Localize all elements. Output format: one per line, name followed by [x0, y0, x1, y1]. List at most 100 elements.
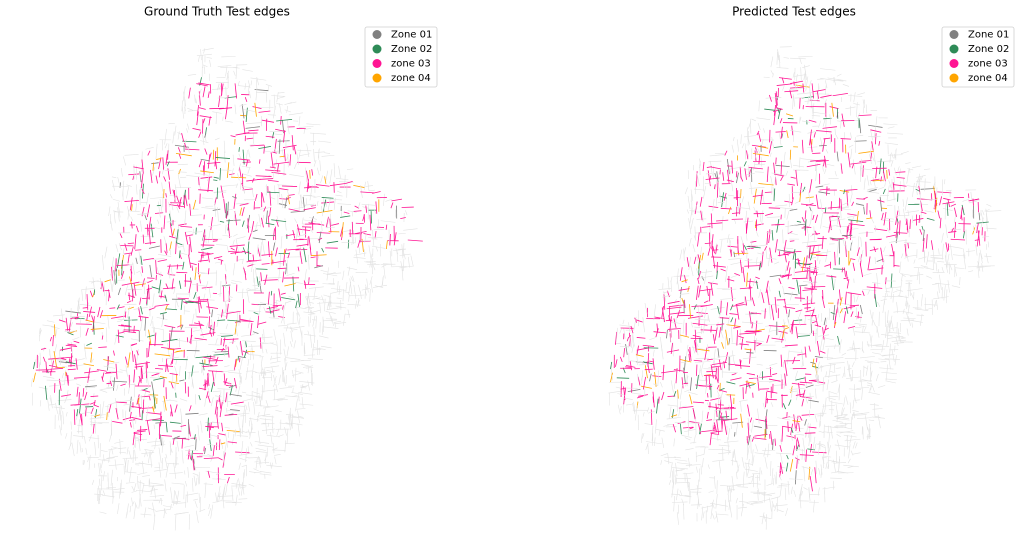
- edge: [894, 354, 897, 366]
- edge: [122, 308, 126, 319]
- edge: [207, 173, 211, 182]
- edge: [793, 489, 797, 498]
- edge: [153, 392, 156, 409]
- edge: [808, 245, 811, 259]
- edge: [257, 456, 261, 468]
- edge: [244, 83, 247, 90]
- edge: [809, 129, 812, 146]
- edge: [210, 397, 214, 407]
- edge: [825, 125, 828, 135]
- edge: [671, 482, 675, 498]
- edge: [237, 416, 240, 428]
- edge: [884, 254, 894, 257]
- edge: [669, 462, 673, 479]
- edge: [326, 240, 339, 244]
- edge: [295, 300, 298, 309]
- edge: [746, 300, 753, 302]
- edge: [194, 500, 198, 508]
- edge: [132, 350, 134, 362]
- edge: [285, 357, 301, 360]
- edge: [769, 305, 771, 320]
- edge: [174, 125, 177, 136]
- edge: [693, 235, 697, 241]
- edge: [247, 85, 250, 96]
- edge: [676, 512, 679, 525]
- edge: [972, 198, 974, 206]
- edge: [874, 228, 888, 232]
- edge: [730, 317, 734, 323]
- edge: [289, 326, 305, 330]
- edge: [251, 220, 255, 233]
- edge: [51, 326, 60, 329]
- edge: [199, 274, 201, 279]
- edge: [310, 368, 313, 385]
- edge: [70, 315, 85, 318]
- edge: [773, 188, 776, 201]
- edge: [227, 346, 230, 358]
- edge: [140, 255, 143, 266]
- edge: [270, 432, 273, 445]
- edge: [39, 329, 42, 337]
- edge: [286, 105, 289, 113]
- edge: [849, 223, 853, 234]
- edge: [81, 414, 83, 425]
- edge: [273, 443, 275, 454]
- edge: [809, 85, 811, 101]
- edge: [673, 391, 677, 397]
- edge: [738, 399, 748, 402]
- edge: [788, 286, 795, 290]
- edge: [265, 84, 273, 87]
- edge: [241, 206, 245, 217]
- edge: [692, 244, 696, 253]
- edge: [699, 385, 713, 387]
- edge: [141, 483, 145, 494]
- edge: [790, 486, 793, 494]
- edge: [814, 444, 816, 450]
- edge: [926, 275, 933, 279]
- edge: [223, 381, 232, 385]
- edge: [730, 377, 742, 381]
- edge: [728, 404, 731, 411]
- edge: [337, 281, 339, 292]
- edge: [181, 132, 185, 142]
- edge: [270, 355, 273, 361]
- edge: [355, 249, 359, 264]
- edge: [794, 297, 805, 299]
- edge: [227, 410, 240, 412]
- edge: [103, 454, 105, 462]
- edge: [235, 202, 250, 205]
- edge: [90, 401, 96, 405]
- edge: [716, 384, 720, 390]
- edge: [323, 197, 325, 212]
- edge: [744, 468, 758, 472]
- edge: [374, 285, 384, 288]
- edge: [932, 258, 934, 270]
- edge: [186, 175, 200, 178]
- edge: [946, 202, 949, 216]
- edge: [245, 367, 249, 380]
- edge: [805, 76, 809, 92]
- edge: [811, 412, 827, 415]
- edge: [868, 267, 884, 271]
- edge: [725, 336, 727, 349]
- edge: [81, 289, 84, 302]
- edge: [165, 193, 167, 198]
- edge: [818, 440, 821, 455]
- edge: [106, 455, 119, 459]
- edge: [816, 327, 818, 341]
- edge: [707, 344, 709, 352]
- edge: [270, 260, 286, 264]
- edge: [693, 304, 697, 310]
- edge: [205, 281, 209, 291]
- edge: [83, 363, 95, 367]
- edge: [796, 279, 800, 295]
- edge: [321, 154, 335, 157]
- edge: [274, 147, 277, 154]
- edge: [720, 416, 730, 418]
- edge: [137, 212, 150, 215]
- edge: [331, 316, 334, 326]
- edge: [226, 310, 241, 314]
- edge: [103, 359, 115, 363]
- edge: [663, 424, 670, 427]
